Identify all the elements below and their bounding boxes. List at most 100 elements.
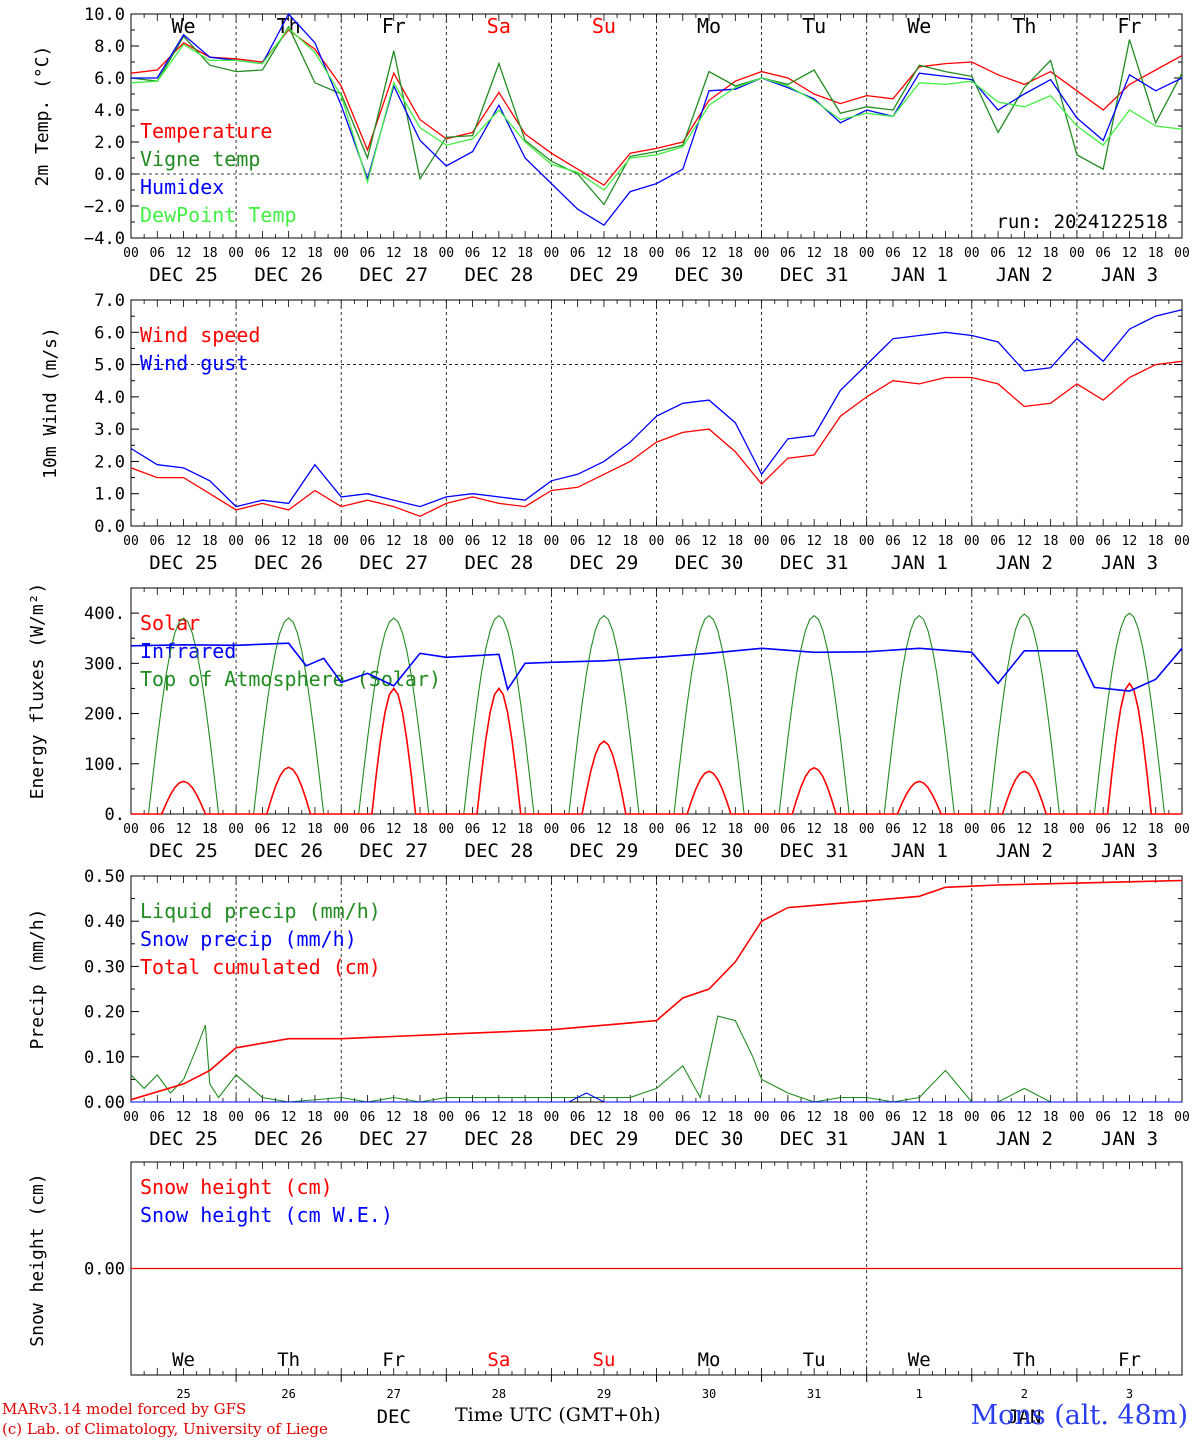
y-tick-label: 0.00 bbox=[84, 1260, 125, 1280]
weekday-label: Mo bbox=[698, 1349, 721, 1371]
date-label: JAN 3 bbox=[1101, 1128, 1158, 1150]
day-number-label: 25 bbox=[176, 1387, 190, 1401]
hour-tick-label: 12 bbox=[806, 822, 822, 837]
hour-tick-label: 00 bbox=[228, 822, 244, 837]
hour-tick-label: 00 bbox=[438, 1110, 454, 1125]
x-axis-title: Time UTC (GMT+0h) bbox=[455, 1404, 661, 1426]
date-label: JAN 2 bbox=[996, 1128, 1053, 1150]
date-label: DEC 27 bbox=[359, 1128, 428, 1150]
legend-entry: Liquid precip (mm/h) bbox=[140, 899, 381, 923]
hour-tick-label: 06 bbox=[675, 534, 691, 549]
legend-entry: DewPoint Temp bbox=[140, 203, 297, 227]
weekday-label: Tu bbox=[803, 1349, 826, 1371]
hour-tick-label: 06 bbox=[255, 534, 271, 549]
station-label: Mons (alt. 48m) bbox=[970, 1400, 1188, 1431]
hour-tick-label: 06 bbox=[990, 534, 1006, 549]
hour-tick-label: 12 bbox=[596, 534, 612, 549]
date-label: DEC 29 bbox=[570, 1128, 639, 1150]
date-label: DEC 31 bbox=[780, 264, 849, 286]
hour-tick-label: 00 bbox=[649, 1110, 665, 1125]
y-tick-label: 0.10 bbox=[84, 1048, 125, 1068]
y-tick-label: 0.0 bbox=[94, 517, 125, 537]
hour-tick-label: 00 bbox=[859, 822, 875, 837]
hour-tick-label: 18 bbox=[1148, 534, 1164, 549]
y-tick-label: −4.0 bbox=[84, 229, 125, 249]
y-axis-label: Energy fluxes (W/m²) bbox=[27, 583, 48, 800]
hour-tick-label: 00 bbox=[1069, 534, 1085, 549]
hour-tick-label: 06 bbox=[990, 822, 1006, 837]
y-tick-label: 0.30 bbox=[84, 957, 125, 977]
y-tick-label: 2.0 bbox=[94, 452, 125, 472]
hour-tick-label: 06 bbox=[675, 822, 691, 837]
hour-tick-label: 06 bbox=[570, 1110, 586, 1125]
hour-tick-label: 18 bbox=[1043, 534, 1059, 549]
hour-tick-label: 00 bbox=[1174, 822, 1190, 837]
hour-tick-label: 18 bbox=[622, 1110, 638, 1125]
series-line-infrared bbox=[130, 642, 1183, 692]
hour-tick-label: 12 bbox=[281, 1110, 297, 1125]
hour-tick-label: 00 bbox=[964, 1110, 980, 1125]
y-tick-label: 300. bbox=[84, 654, 125, 674]
series-line-solar bbox=[131, 681, 1182, 815]
y-tick-label: 5.0 bbox=[94, 356, 125, 376]
hour-tick-label: 00 bbox=[333, 246, 349, 261]
hour-tick-label: 18 bbox=[727, 822, 743, 837]
run-annotation: run: 2024122518 bbox=[996, 211, 1168, 233]
series-line-temperature bbox=[130, 29, 1183, 187]
date-label: DEC 29 bbox=[570, 552, 639, 574]
y-tick-label: 400. bbox=[84, 604, 125, 624]
hour-tick-label: 06 bbox=[360, 534, 376, 549]
hour-tick-label: 18 bbox=[1148, 246, 1164, 261]
hour-tick-label: 00 bbox=[1174, 534, 1190, 549]
date-label: JAN 3 bbox=[1101, 264, 1158, 286]
hour-tick-label: 12 bbox=[701, 246, 717, 261]
hour-tick-label: 00 bbox=[859, 1110, 875, 1125]
weekday-label: We bbox=[908, 1349, 931, 1371]
hour-tick-label: 18 bbox=[517, 1110, 533, 1125]
hour-tick-label: 06 bbox=[1095, 1110, 1111, 1125]
date-label: DEC 26 bbox=[254, 264, 323, 286]
hour-tick-label: 00 bbox=[123, 1110, 139, 1125]
hour-tick-label: 12 bbox=[806, 246, 822, 261]
hour-tick-label: 18 bbox=[1148, 822, 1164, 837]
hour-tick-label: 18 bbox=[1043, 1110, 1059, 1125]
date-label: DEC 28 bbox=[465, 264, 534, 286]
lab-credit: (c) Lab. of Climatology, University of L… bbox=[2, 1420, 328, 1438]
date-label: DEC 26 bbox=[254, 552, 323, 574]
hour-tick-label: 12 bbox=[491, 1110, 507, 1125]
hour-tick-label: 18 bbox=[727, 1110, 743, 1125]
y-tick-label: 0.50 bbox=[84, 867, 125, 887]
month-label: DEC bbox=[377, 1406, 411, 1428]
legend-entry: Wind gust bbox=[140, 351, 248, 375]
series-line-vigne-temp bbox=[130, 25, 1183, 206]
date-label: DEC 31 bbox=[780, 840, 849, 862]
date-label: DEC 30 bbox=[675, 1128, 744, 1150]
hour-tick-label: 18 bbox=[412, 1110, 428, 1125]
y-axis-label: 10m Wind (m/s) bbox=[40, 327, 61, 479]
hour-tick-label: 06 bbox=[465, 1110, 481, 1125]
y-tick-label: 0.0 bbox=[94, 165, 125, 185]
weekday-label: Sa bbox=[487, 1349, 510, 1371]
date-label: DEC 29 bbox=[570, 840, 639, 862]
hour-tick-label: 12 bbox=[281, 246, 297, 261]
weekday-label: Th bbox=[277, 1349, 300, 1371]
hour-tick-label: 12 bbox=[491, 246, 507, 261]
weekday-label: Su bbox=[593, 1349, 616, 1371]
date-label: DEC 30 bbox=[675, 840, 744, 862]
hour-tick-label: 00 bbox=[1069, 822, 1085, 837]
hour-tick-label: 18 bbox=[517, 534, 533, 549]
y-tick-label: 0.00 bbox=[84, 1093, 125, 1113]
day-number-label: 29 bbox=[597, 1387, 611, 1401]
legend-entry: Top of Atmosphere (Solar) bbox=[140, 667, 441, 691]
hour-tick-label: 12 bbox=[1122, 822, 1138, 837]
weekday-label: Fr bbox=[1117, 14, 1141, 38]
hour-tick-label: 12 bbox=[701, 822, 717, 837]
hour-tick-label: 06 bbox=[1095, 822, 1111, 837]
series-line-total-cumulated-cm- bbox=[130, 879, 1183, 1101]
month-label: JAN bbox=[1007, 1406, 1041, 1428]
hour-tick-label: 12 bbox=[596, 822, 612, 837]
hour-tick-label: 06 bbox=[149, 534, 165, 549]
hour-tick-label: 00 bbox=[544, 534, 560, 549]
hour-tick-label: 06 bbox=[465, 822, 481, 837]
